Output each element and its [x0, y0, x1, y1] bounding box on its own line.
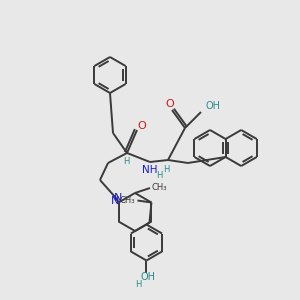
Text: H: H [135, 280, 142, 289]
Text: O: O [138, 121, 146, 131]
Text: CH₃: CH₃ [120, 196, 136, 205]
Text: NH: NH [142, 165, 158, 175]
Text: N: N [111, 196, 120, 206]
Text: H: H [156, 172, 162, 181]
Text: H: H [123, 158, 129, 166]
Text: N: N [114, 193, 122, 203]
Text: CH₃: CH₃ [152, 184, 167, 193]
Text: OH: OH [141, 272, 156, 283]
Text: H: H [163, 164, 169, 173]
Text: OH: OH [206, 101, 221, 111]
Text: O: O [166, 99, 174, 109]
